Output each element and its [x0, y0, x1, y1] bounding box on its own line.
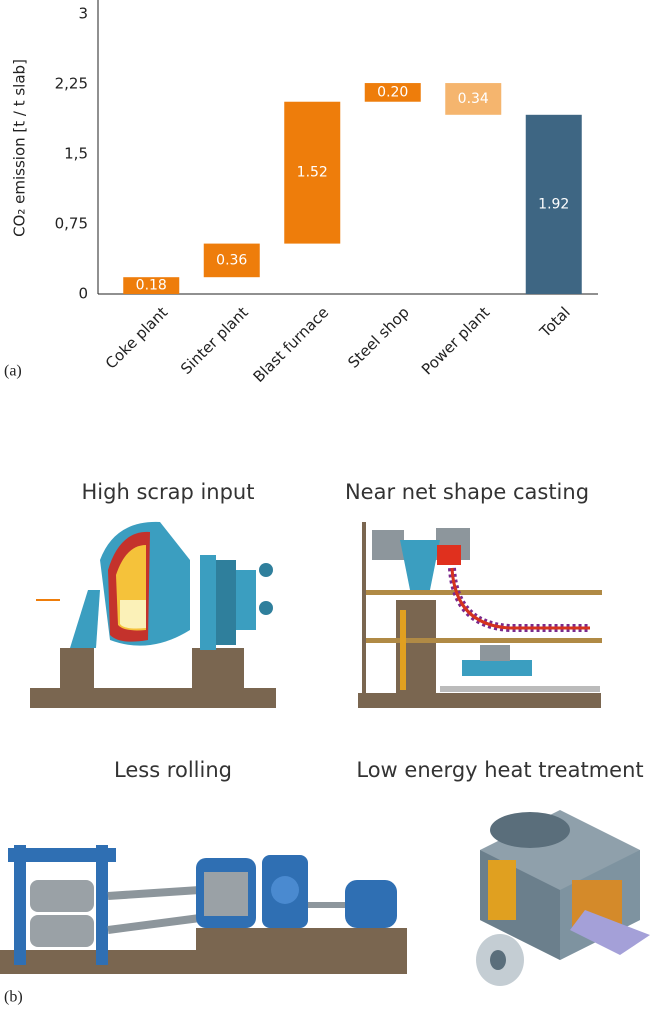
- x-tick-label: Total: [536, 303, 574, 341]
- y-axis-label: CO₂ emission [t / t slab]: [11, 59, 29, 237]
- bar: [203, 243, 260, 278]
- bar-label: 0.36: [216, 252, 247, 268]
- illustration-heat: [476, 810, 650, 986]
- x-tick-label: Blast furnace: [250, 303, 333, 386]
- x-tick-label: Sinter plant: [177, 303, 252, 378]
- bar-label: 0.18: [136, 278, 167, 294]
- bar: [284, 101, 341, 244]
- illustration-caster: [358, 522, 602, 708]
- bar: [123, 277, 180, 294]
- y-tick-label: 0,75: [55, 215, 88, 233]
- x-tick-label: Coke plant: [102, 303, 171, 372]
- x-tick-label: Steel shop: [344, 303, 412, 371]
- panel-label: (b): [4, 989, 23, 1006]
- panel-title: Low energy heat treatment: [356, 758, 643, 782]
- panel-title: Near net shape casting: [345, 480, 589, 504]
- bar: [445, 83, 502, 115]
- bar: [364, 83, 421, 102]
- illustration-rolling: [0, 845, 407, 974]
- bar-label: 1.92: [538, 196, 569, 212]
- bar-label: 1.52: [297, 165, 328, 181]
- bar-label: 0.20: [377, 84, 408, 100]
- bar: [525, 114, 582, 294]
- panel-title: High scrap input: [82, 480, 255, 504]
- panel-title: Less rolling: [114, 758, 232, 782]
- y-tick-label: 1,5: [64, 145, 88, 163]
- bar-label: 0.34: [458, 91, 489, 107]
- y-tick-label: 2,25: [55, 75, 88, 93]
- illustration-furnace: [30, 521, 276, 708]
- x-tick-label: Power plant: [418, 303, 493, 378]
- y-tick-label: 3: [78, 5, 88, 23]
- y-tick-label: 0: [78, 285, 88, 303]
- panel-label: (a): [4, 363, 22, 380]
